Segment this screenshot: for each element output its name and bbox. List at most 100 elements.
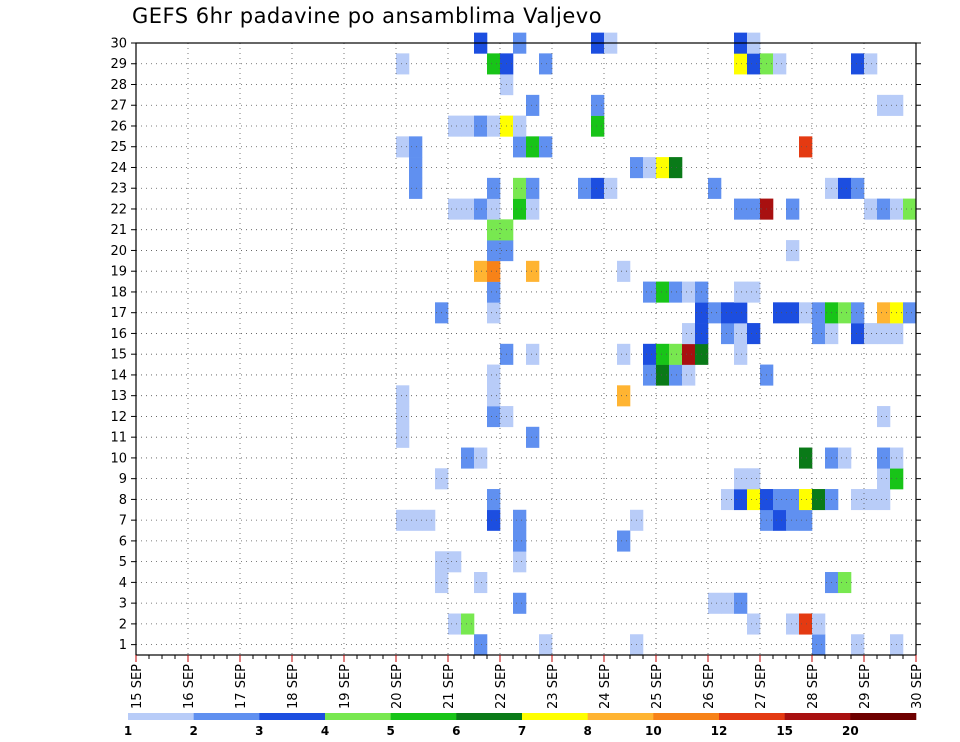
precip-cell — [812, 323, 826, 345]
colorbar-segment — [259, 713, 326, 720]
precip-cell — [461, 115, 475, 137]
precip-cell — [526, 177, 540, 199]
x-tick-label: 16 SEP — [182, 664, 197, 709]
chart-title: GEFS 6hr padavine po ansamblima Valjevo — [132, 4, 603, 28]
colorbar-tick-label: 6 — [452, 724, 460, 738]
colorbar-segment — [653, 713, 720, 720]
precip-cell — [474, 198, 488, 220]
colorbar-segment — [850, 713, 917, 720]
precip-cell — [526, 136, 540, 158]
colorbar-tick-label: 2 — [189, 724, 197, 738]
precip-cell — [734, 468, 748, 490]
precip-cell — [669, 281, 683, 303]
x-tick-label: 23 SEP — [546, 664, 561, 709]
colorbar-segment — [193, 713, 260, 720]
precip-cell — [396, 136, 410, 158]
y-tick-label: 13 — [110, 389, 127, 404]
precip-cell — [487, 240, 501, 262]
precip-cell — [409, 177, 423, 199]
precip-cell — [877, 489, 891, 511]
x-tick-label: 27 SEP — [754, 664, 769, 709]
x-tick-label: 26 SEP — [702, 664, 717, 709]
precip-cell — [734, 281, 748, 303]
precip-cell — [786, 302, 800, 324]
y-axis: 1234567891011121314151617181920212223242… — [110, 37, 921, 653]
y-tick-label: 23 — [110, 182, 127, 197]
precip-cell — [812, 302, 826, 324]
precip-cell — [903, 198, 917, 220]
precip-cell — [877, 406, 891, 428]
precip-cell — [877, 323, 891, 345]
precip-cell — [396, 509, 410, 531]
x-tick-label: 17 SEP — [234, 664, 249, 709]
precip-cell — [851, 177, 865, 199]
x-tick-label: 24 SEP — [598, 664, 613, 709]
precip-cell — [812, 489, 826, 511]
precip-cell — [474, 572, 488, 594]
y-tick-label: 10 — [110, 451, 127, 466]
y-tick-label: 18 — [110, 285, 127, 300]
y-tick-label: 6 — [119, 534, 127, 549]
precip-cell — [617, 385, 631, 407]
precip-cell — [513, 198, 527, 220]
precip-cell — [799, 136, 813, 158]
colorbar-segment — [390, 713, 457, 720]
x-tick-label: 19 SEP — [338, 664, 353, 709]
colorbar-segment — [456, 713, 523, 720]
precip-cell — [877, 447, 891, 469]
y-tick-label: 19 — [110, 265, 127, 280]
precip-cell — [617, 260, 631, 282]
precip-cell — [747, 281, 761, 303]
x-tick-label: 30 SEP — [910, 664, 925, 709]
precip-cell — [786, 489, 800, 511]
precip-cell — [539, 634, 553, 656]
precip-cell — [526, 343, 540, 365]
precip-cell — [734, 343, 748, 365]
precip-cell — [877, 94, 891, 116]
y-tick-label: 21 — [110, 223, 127, 238]
y-tick-label: 15 — [110, 348, 127, 363]
precip-cell — [643, 343, 657, 365]
y-tick-label: 17 — [110, 306, 127, 321]
colorbar-tick-label: 12 — [711, 724, 728, 738]
precip-cell — [539, 53, 553, 75]
precip-cell — [721, 592, 735, 614]
precip-cell — [812, 634, 826, 656]
precip-cell — [864, 198, 878, 220]
precip-cell — [747, 198, 761, 220]
precip-cell — [851, 323, 865, 345]
precip-cell — [838, 177, 852, 199]
y-tick-label: 4 — [119, 576, 127, 591]
precip-cell — [396, 53, 410, 75]
x-tick-label: 22 SEP — [494, 664, 509, 709]
precip-cell — [474, 260, 488, 282]
y-tick-label: 9 — [119, 472, 127, 487]
precip-cell — [396, 426, 410, 448]
precip-cell — [526, 260, 540, 282]
precip-cell — [656, 281, 670, 303]
precip-cell — [734, 489, 748, 511]
precip-cell — [474, 447, 488, 469]
precip-cell — [487, 364, 501, 386]
colorbar-tick-label: 1 — [124, 724, 132, 738]
y-tick-label: 24 — [110, 161, 127, 176]
precip-cell — [838, 447, 852, 469]
precip-cell — [799, 613, 813, 635]
precip-cell — [747, 53, 761, 75]
y-tick-label: 22 — [110, 202, 127, 217]
precip-cell — [877, 198, 891, 220]
precip-cell — [734, 592, 748, 614]
y-tick-label: 26 — [110, 119, 127, 134]
precip-cell — [721, 302, 735, 324]
precip-cell — [669, 157, 683, 179]
y-tick-label: 30 — [110, 37, 127, 52]
precip-cell — [604, 177, 618, 199]
precip-cell — [734, 323, 748, 345]
precip-cell — [617, 343, 631, 365]
precip-cell — [864, 489, 878, 511]
precip-cell — [474, 634, 488, 656]
precip-cell — [734, 198, 748, 220]
precip-cell — [461, 613, 475, 635]
precip-cell — [539, 136, 553, 158]
colorbar-segment — [719, 713, 785, 720]
